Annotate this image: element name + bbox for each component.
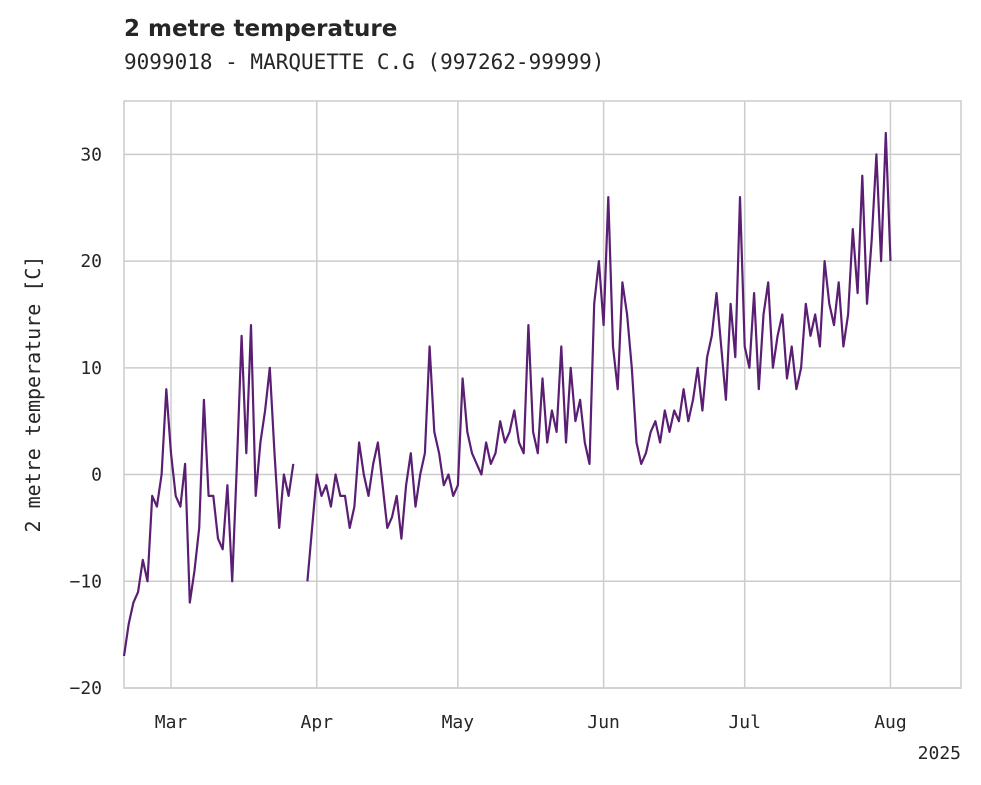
x-tick-label: Jul — [728, 712, 761, 733]
y-tick-label: 10 — [80, 358, 102, 379]
chart-subtitle: 9099018 - MARQUETTE C.G (997262-99999) — [124, 50, 605, 74]
chart-title: 2 metre temperature — [124, 16, 398, 42]
grid — [124, 101, 961, 689]
temperature-series-line — [122, 324, 295, 657]
x-tick-label: Jun — [587, 712, 620, 733]
y-tick-label: 20 — [80, 251, 102, 272]
x-tick-labels: Mar Apr May Jun Jul Aug — [155, 712, 907, 733]
x-tick-label: May — [442, 712, 475, 733]
series-group — [122, 131, 892, 657]
x-tick-label: Mar — [155, 712, 188, 733]
x-tick-label: Aug — [874, 712, 907, 733]
x-axis-year-label: 2025 — [918, 743, 961, 764]
temperature-series-line — [306, 131, 892, 582]
y-axis-label: 2 metre temperature [C] — [21, 256, 45, 533]
y-tick-label: −20 — [69, 678, 102, 699]
x-tick-label: Apr — [301, 712, 334, 733]
plot-frame — [123, 100, 962, 689]
y-tick-label: 0 — [91, 465, 102, 486]
y-tick-labels: −20 −10 0 10 20 30 — [69, 144, 102, 699]
y-tick-label: 30 — [80, 144, 102, 165]
y-tick-label: −10 — [69, 571, 102, 592]
